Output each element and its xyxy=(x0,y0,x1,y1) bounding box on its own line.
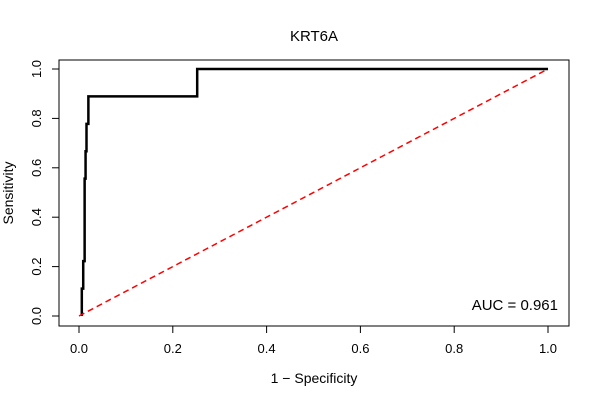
y-tick-label: 0.8 xyxy=(29,109,44,127)
roc-curve-line xyxy=(80,67,548,316)
y-tick-label: 0.2 xyxy=(29,258,44,276)
x-tick-label: 0.4 xyxy=(258,341,276,356)
x-tick-label: 0.6 xyxy=(351,341,369,356)
y-tick-label: 0.6 xyxy=(29,159,44,177)
series-layer xyxy=(78,67,549,317)
x-tick-label: 0.8 xyxy=(445,341,463,356)
x-tick-label: 1.0 xyxy=(539,341,557,356)
y-axis-label: Sensitivity xyxy=(0,161,16,224)
y-axis: 0.0 0.2 0.4 0.6 0.8 1.0 xyxy=(29,60,60,325)
x-tick-label: 0.2 xyxy=(164,341,182,356)
reference-diagonal-line xyxy=(78,68,549,317)
y-tick-label: 0.4 xyxy=(29,208,44,226)
x-axis: 0.0 0.2 0.4 0.6 0.8 1.0 xyxy=(70,325,557,356)
y-tick-label: 1.0 xyxy=(29,60,44,78)
auc-annotation: AUC = 0.961 xyxy=(472,297,558,314)
x-axis-label: 1 − Specificity xyxy=(271,370,358,386)
x-tick-label: 0.0 xyxy=(70,341,88,356)
y-tick-label: 0.0 xyxy=(29,307,44,325)
chart-title: KRT6A xyxy=(290,28,338,45)
